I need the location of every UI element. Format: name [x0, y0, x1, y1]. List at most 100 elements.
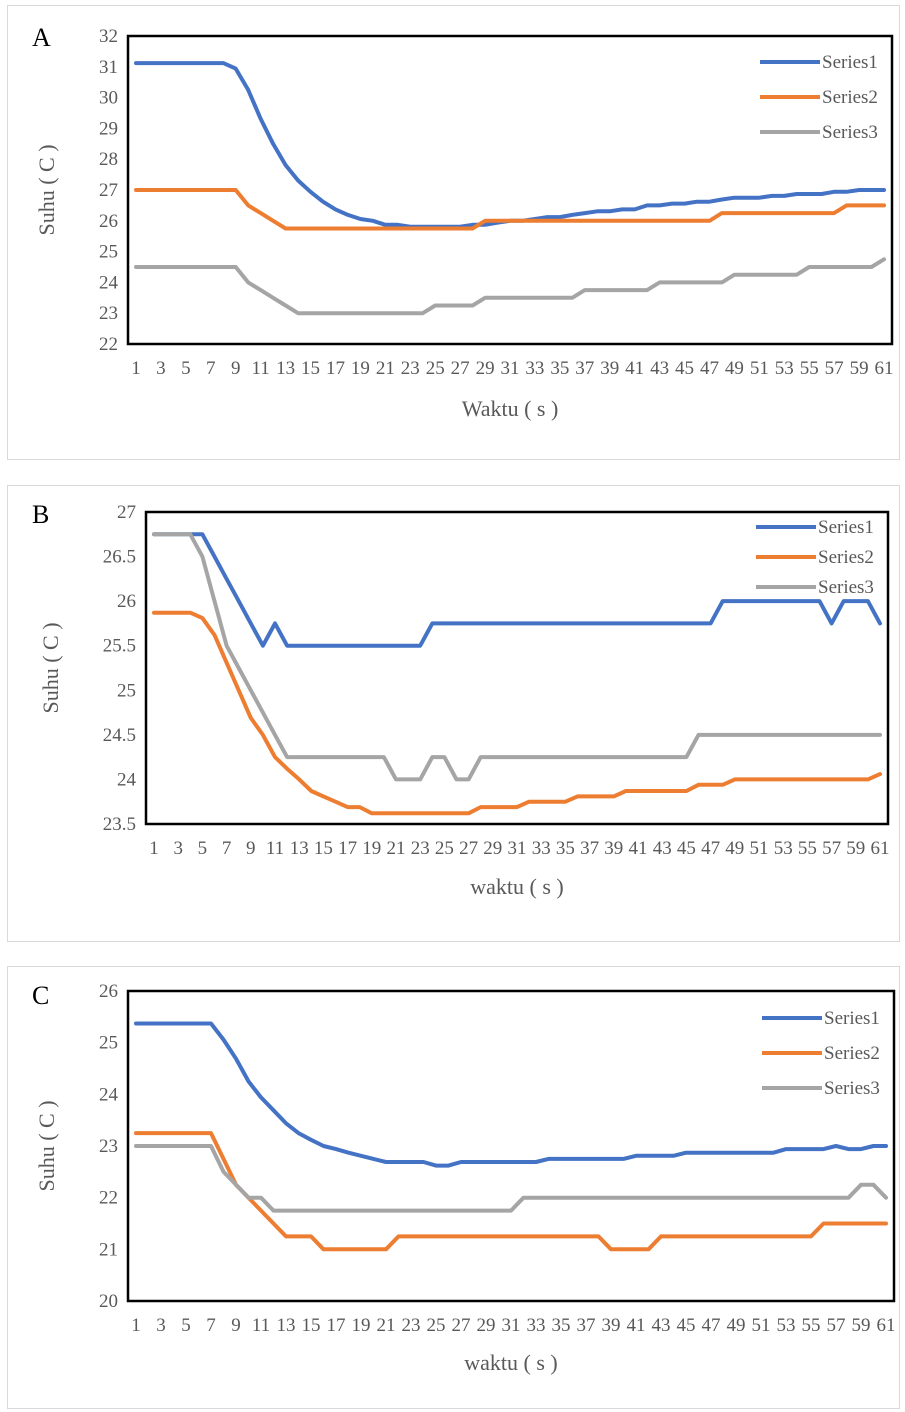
x-tick-label: 53 [777, 1315, 796, 1336]
y-tick-label: 22 [99, 334, 118, 355]
x-tick-label: 17 [338, 838, 357, 859]
series-line-3 [134, 257, 886, 316]
panel-label: C [32, 981, 50, 1010]
series-line-2 [152, 610, 882, 816]
x-tick-label: 37 [580, 838, 599, 859]
x-tick-label: 1 [131, 1315, 141, 1336]
x-tick-label: 27 [459, 838, 478, 859]
x-tick-label: 29 [477, 1315, 496, 1336]
y-tick-label: 31 [99, 57, 118, 78]
x-tick-label: 39 [602, 1315, 621, 1336]
x-tick-label: 49 [727, 1315, 746, 1336]
x-tick-label: 43 [650, 358, 669, 379]
x-tick-label: 9 [231, 358, 241, 379]
y-tick-label: 29 [99, 118, 118, 139]
y-tick-label: 26.5 [103, 547, 136, 568]
series-line-1 [152, 532, 882, 648]
plot-frame [144, 510, 890, 826]
y-tick-label: 22 [99, 1188, 118, 1209]
x-tick-label: 21 [377, 1315, 396, 1336]
x-tick-label: 45 [675, 358, 694, 379]
x-tick-label: 47 [700, 358, 719, 379]
x-tick-label: 19 [351, 358, 370, 379]
x-tick-label: 61 [877, 1315, 896, 1336]
y-tick-label: 24 [99, 1084, 119, 1105]
y-tick-label: 24 [117, 769, 137, 790]
x-tick-label: 51 [750, 838, 769, 859]
y-tick-label: 28 [99, 149, 118, 170]
x-tick-label: 17 [327, 1315, 346, 1336]
x-tick-label: 25 [426, 358, 445, 379]
legend-label: Series2 [824, 1043, 880, 1064]
x-tick-label: 37 [575, 358, 594, 379]
x-axis-title: waktu ( s ) [464, 1350, 557, 1375]
series-line-1 [134, 1021, 888, 1168]
x-tick-label: 17 [326, 358, 345, 379]
x-tick-label: 21 [387, 838, 406, 859]
x-tick-label: 35 [550, 358, 569, 379]
x-tick-label: 13 [276, 358, 295, 379]
series-line-2 [134, 188, 886, 231]
y-tick-label: 23 [99, 1136, 118, 1157]
y-tick-label: 26 [99, 211, 118, 232]
y-tick-label: 26 [99, 981, 118, 1002]
y-tick-label: 21 [99, 1239, 118, 1260]
x-tick-label: 29 [483, 838, 502, 859]
y-tick-label: 30 [99, 88, 118, 109]
y-tick-label: 24.5 [103, 725, 136, 746]
x-tick-label: 21 [376, 358, 395, 379]
x-tick-label: 7 [222, 838, 232, 859]
x-tick-label: 35 [552, 1315, 571, 1336]
x-tick-label: 45 [677, 838, 696, 859]
x-tick-label: 41 [629, 838, 648, 859]
y-tick-label: 25 [99, 242, 118, 263]
x-tick-label: 23 [401, 358, 420, 379]
x-tick-label: 5 [181, 358, 191, 379]
legend-label: Series1 [822, 52, 878, 73]
x-tick-label: 3 [173, 838, 183, 859]
series-line-2 [134, 1131, 888, 1252]
legend-label: Series3 [824, 1078, 880, 1099]
y-tick-label: 20 [99, 1291, 118, 1312]
x-tick-label: 9 [246, 838, 256, 859]
x-tick-label: 27 [452, 1315, 471, 1336]
x-tick-label: 61 [875, 358, 894, 379]
plot-frame [126, 34, 894, 346]
chart-panel-b: B 23.5 24 24.5 25 25.5 26 26.5 27 1 3 5 7 9 11 13 15 17 1… [7, 485, 900, 942]
x-tick-label: 33 [527, 1315, 546, 1336]
panel-label: A [32, 23, 51, 52]
chart-panel-a: A 22 23 24 25 26 27 28 29 30 31 32 1 3 5 7 9 11 13 15 17 19 2… [7, 5, 900, 460]
x-tick-label: 55 [800, 358, 819, 379]
x-tick-label: 51 [752, 1315, 771, 1336]
x-tick-label: 49 [725, 838, 744, 859]
x-tick-label: 59 [846, 838, 865, 859]
y-tick-label: 26 [117, 591, 136, 612]
x-tick-label: 31 [502, 1315, 521, 1336]
x-tick-label: 45 [677, 1315, 696, 1336]
x-axis-title: waktu ( s ) [470, 874, 563, 899]
chart-panel-c: C 20 21 22 23 24 25 26 1 3 5 7 9 11 13 15 17 19 21 23 25 27 2… [7, 966, 900, 1409]
legend-label: Series2 [822, 87, 878, 108]
y-axis-title: Suhu ( C ) [34, 1100, 59, 1191]
y-tick-label: 25 [117, 680, 136, 701]
x-axis-title: Waktu ( s ) [462, 396, 559, 421]
x-tick-label: 19 [362, 838, 381, 859]
x-tick-label: 37 [577, 1315, 596, 1336]
y-tick-label: 23.5 [103, 814, 136, 835]
x-tick-label: 59 [850, 358, 869, 379]
x-tick-label: 35 [556, 838, 575, 859]
x-tick-label: 57 [825, 358, 844, 379]
x-tick-label: 23 [402, 1315, 421, 1336]
y-tick-label: 24 [99, 272, 119, 293]
y-axis-title: Suhu ( C ) [38, 622, 63, 713]
x-tick-label: 33 [532, 838, 551, 859]
x-tick-label: 3 [156, 358, 166, 379]
y-tick-label: 27 [99, 180, 118, 201]
x-tick-label: 27 [451, 358, 470, 379]
x-tick-label: 15 [302, 1315, 321, 1336]
x-tick-label: 57 [822, 838, 841, 859]
x-tick-label: 41 [627, 1315, 646, 1336]
x-tick-label: 29 [476, 358, 495, 379]
x-tick-label: 11 [266, 838, 284, 859]
